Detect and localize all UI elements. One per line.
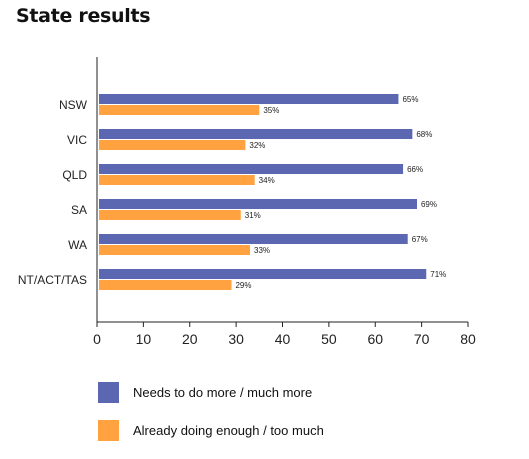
data-label: 66% <box>407 165 423 174</box>
category-label: NT/ACT/TAS <box>18 273 87 287</box>
category-label: QLD <box>62 168 87 182</box>
x-tick-label: 80 <box>460 331 476 347</box>
category-label: WA <box>68 238 87 252</box>
data-label: 69% <box>421 200 437 209</box>
data-label: 34% <box>259 176 275 185</box>
x-tick-label: 10 <box>136 331 152 347</box>
x-tick-label: 70 <box>414 331 430 347</box>
bar-needs-more <box>99 269 427 279</box>
bar-doing-enough <box>99 105 260 115</box>
x-tick-label: 0 <box>93 331 101 347</box>
data-label: 65% <box>402 95 418 104</box>
x-tick-label: 20 <box>182 331 198 347</box>
bar-doing-enough <box>99 175 255 185</box>
legend-label-needs-more: Needs to do more / much more <box>133 385 313 400</box>
bar-needs-more <box>99 164 404 174</box>
legend-item-needs-more: Needs to do more / much more <box>98 382 312 403</box>
x-tick-label: 50 <box>321 331 337 347</box>
legend-item-doing-enough: Already doing enough / too much <box>98 420 324 441</box>
legend-swatch-needs-more <box>98 382 119 403</box>
bar-doing-enough <box>99 210 241 220</box>
data-label: 33% <box>254 246 270 255</box>
bar-needs-more <box>99 199 417 209</box>
bar-needs-more <box>99 129 413 139</box>
legend-label-doing-enough: Already doing enough / too much <box>133 423 324 438</box>
data-label: 68% <box>416 130 432 139</box>
legend-swatch-doing-enough <box>98 420 119 441</box>
bar-doing-enough <box>99 245 251 255</box>
chart-title: State results <box>16 5 151 27</box>
data-label: 29% <box>235 281 251 290</box>
category-label: NSW <box>59 98 88 112</box>
x-tick-label: 40 <box>275 331 291 347</box>
x-tick-label: 60 <box>367 331 383 347</box>
x-tick-label: 30 <box>228 331 244 347</box>
category-label: VIC <box>67 133 87 147</box>
data-label: 31% <box>245 211 261 220</box>
data-label: 67% <box>412 235 428 244</box>
data-label: 32% <box>249 141 265 150</box>
bar-needs-more <box>99 94 399 104</box>
data-label: 35% <box>263 106 279 115</box>
data-label: 71% <box>430 270 446 279</box>
bar-doing-enough <box>99 140 246 150</box>
bar-needs-more <box>99 234 408 244</box>
bar-doing-enough <box>99 280 232 290</box>
category-label: SA <box>71 203 87 217</box>
